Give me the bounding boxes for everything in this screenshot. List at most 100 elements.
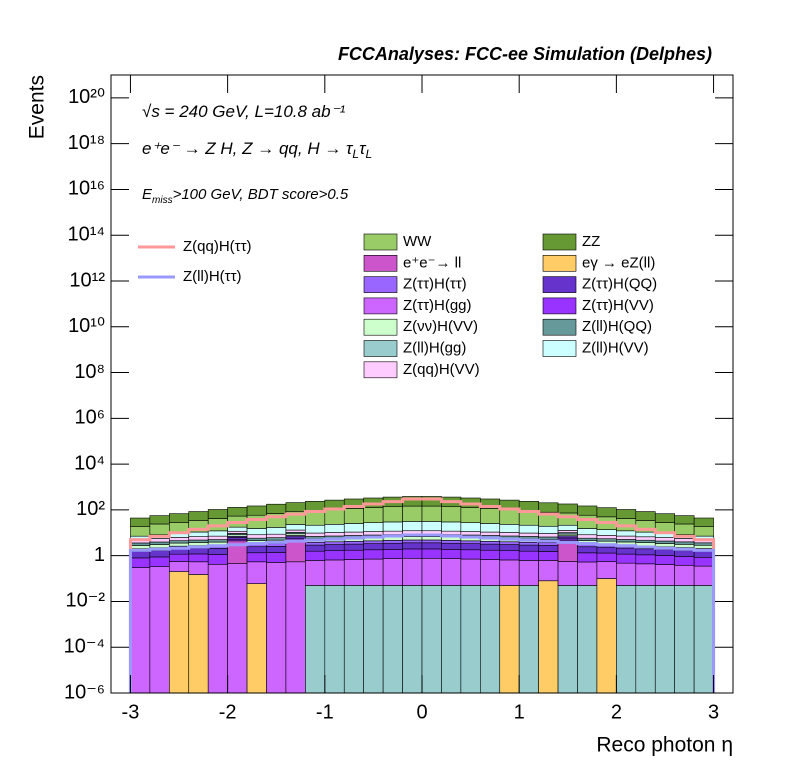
bar-segment: [149, 523, 170, 536]
bar-segment: [343, 508, 364, 524]
bar-segment: [557, 530, 578, 533]
bar-segment: [382, 585, 403, 694]
legend-swatch: [363, 297, 398, 315]
bar-segment: [441, 540, 462, 544]
bar-segment: [324, 541, 345, 545]
bar-segment: [207, 509, 228, 519]
bar-segment: [169, 561, 190, 572]
bar-segment: [227, 526, 248, 532]
bar-segment: [421, 521, 442, 532]
bar-segment: [674, 564, 695, 586]
bar-segment: [693, 551, 714, 558]
bar-segment: [266, 537, 287, 541]
annotation-text: E: [142, 186, 153, 203]
bar-segment: [324, 585, 345, 694]
bar-segment: [577, 505, 598, 516]
bar-segment: [343, 540, 364, 545]
bar-segment: [285, 561, 306, 694]
bar-segment: [616, 509, 637, 519]
bar-segment: [577, 585, 598, 694]
bar-segment: [169, 553, 190, 562]
bar-segment: [402, 505, 423, 522]
legend-swatch: [363, 255, 398, 272]
bar-segment: [266, 562, 287, 694]
bar-segment: [188, 536, 209, 541]
bar-segment: [577, 528, 598, 536]
bar-segment: [499, 544, 520, 551]
bar-segment: [441, 536, 462, 541]
bar-segment: [480, 543, 501, 551]
bar-segment: [635, 548, 656, 556]
bar-segment: [577, 546, 598, 554]
bar-segment: [343, 543, 364, 551]
bar-segment: [654, 585, 675, 694]
bar-segment: [130, 545, 151, 550]
bar-segment: [402, 542, 423, 550]
bar-segment: [674, 556, 695, 566]
bar-segment: [480, 540, 501, 545]
bar-segment: [402, 548, 423, 559]
annotation: √s = 240 GeV, L=10.8 ab⁻¹: [142, 102, 346, 121]
bar-segment: [207, 547, 228, 555]
bar-segment: [518, 560, 539, 586]
bar-segment: [635, 539, 656, 543]
annotation-text: τ: [359, 139, 367, 158]
bar-segment: [149, 515, 170, 525]
bar-segment: [246, 505, 267, 516]
y-tick-label: 10¹²: [69, 269, 105, 291]
bar-segment: [635, 536, 656, 541]
y-tick-label: 10⁻²: [66, 590, 106, 612]
bar-segment: [480, 531, 501, 536]
bar-segment: [324, 550, 345, 561]
annotation: Emiss>100 GeV, BDT score>0.5: [142, 186, 349, 206]
bar-segment: [693, 585, 714, 694]
bar-segment: [441, 530, 462, 535]
bar-segment: [577, 537, 598, 541]
y-tick-label: 10⁸: [74, 361, 105, 383]
bar-segment: [382, 536, 403, 541]
x-tick-label: -3: [122, 701, 140, 723]
bar-segment: [460, 558, 481, 586]
bar-segment: [635, 554, 656, 565]
bar-segment: [616, 539, 637, 543]
bar-segment: [674, 541, 695, 545]
bar-segment: [616, 547, 637, 555]
bar-segment: [674, 544, 695, 548]
bar-segment: [266, 503, 287, 514]
annotation-subscript: L: [365, 147, 372, 161]
bar-segment: [441, 542, 462, 550]
bar-segment: [693, 556, 714, 567]
legend-swatch: [542, 340, 577, 357]
bar-segment: [246, 552, 267, 563]
bar-segment: [654, 513, 675, 523]
bar-segment: [616, 585, 637, 694]
bar-segment: [518, 550, 539, 561]
y-tick-label: 10¹⁰: [68, 315, 105, 337]
annotation: e⁺e⁻ → Z H, Z → qq, H → τLτL: [142, 139, 372, 161]
bar-segment: [654, 549, 675, 556]
bar-segment: [324, 524, 345, 533]
bar-segment: [149, 556, 170, 567]
bar-segment: [596, 538, 617, 542]
bar-segment: [538, 533, 559, 538]
legend-swatch: [363, 361, 398, 379]
legend-label: e⁺e⁻→ ll: [403, 254, 461, 271]
y-tick-label: 10⁶: [75, 407, 105, 429]
bar-segment: [305, 524, 326, 534]
bar-segment: [207, 530, 228, 537]
bar-segment: [596, 546, 617, 554]
bar-segment: [460, 585, 481, 694]
bar-segment: [635, 511, 656, 521]
bar-segment: [577, 514, 598, 529]
bar-segment: [188, 574, 209, 694]
bar-segment: [518, 524, 539, 534]
bar-segment: [324, 559, 345, 586]
legend-label: Z(ττ)H(gg): [403, 297, 472, 314]
bar-segment: [246, 583, 267, 694]
bar-segment: [635, 531, 656, 538]
legend-label: ZZ: [582, 233, 600, 250]
legend-swatch: [363, 276, 398, 293]
y-tick-label: 10¹⁴: [68, 224, 106, 246]
y-tick-label: 10⁻⁴: [64, 636, 105, 658]
x-tick-label: -2: [219, 701, 237, 723]
